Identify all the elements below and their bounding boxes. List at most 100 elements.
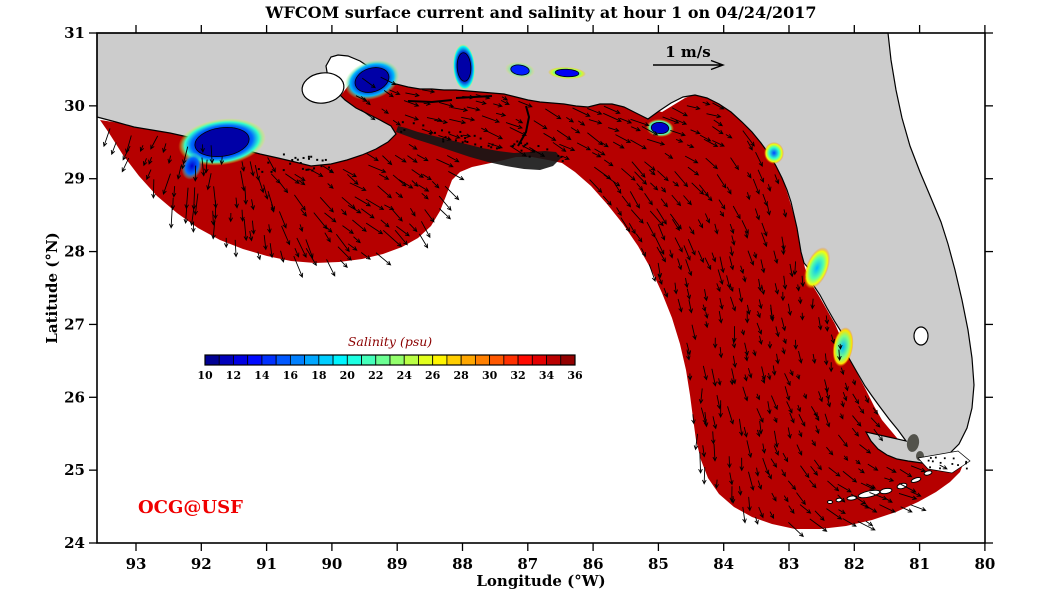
current-arrow (621, 168, 636, 181)
axes-layer: 93 92 91 90 89 88 87 86 85 84 83 82 81 80 24 25 26 27 28 29… (64, 24, 995, 573)
current-arrow (714, 223, 719, 235)
tampa-bay (803, 247, 831, 289)
current-arrow (858, 468, 865, 474)
current-arrow (796, 404, 802, 413)
current-arrow (634, 171, 648, 185)
current-arrow (781, 469, 786, 478)
lake-okeechobee (913, 326, 929, 346)
current-arrow (842, 470, 858, 483)
y-tick-label: 27 (64, 315, 85, 333)
colorbar-tick-label: 28 (453, 369, 469, 382)
current-arrow (515, 118, 524, 124)
current-arrow (796, 492, 806, 506)
current-arrow (754, 208, 761, 221)
marsh-speckle (526, 142, 529, 145)
marsh-speckle (464, 137, 467, 140)
current-arrow (233, 239, 239, 258)
current-arrow (789, 263, 794, 278)
current-arrow (641, 126, 659, 136)
current-arrow (570, 127, 581, 134)
current-arrow (270, 203, 275, 213)
florida-keys-island (846, 495, 858, 501)
current-arrow (657, 273, 663, 286)
current-arrow (648, 264, 657, 282)
lake-borgne-core-ellipse (354, 67, 390, 93)
current-arrow (347, 243, 358, 251)
marsh-speckle (440, 129, 443, 132)
marsh-speckle (480, 145, 483, 148)
marsh-speckle (257, 168, 260, 171)
current-arrow (761, 222, 768, 237)
current-arrow (746, 140, 753, 151)
marsh-speckle (444, 136, 447, 139)
current-arrow (462, 133, 472, 138)
lake-okeechobee-ellipse (913, 326, 929, 346)
current-arrow (711, 252, 717, 263)
marsh-speckle (320, 165, 323, 168)
current-arrow (784, 373, 791, 387)
current-arrow (691, 182, 705, 195)
current-arrow (824, 413, 831, 428)
colorbar-cell (204, 354, 220, 366)
florida-bay-islet (929, 457, 932, 459)
current-arrow (769, 307, 775, 322)
x-tick-label: 92 (191, 555, 212, 573)
salinity-field-layer (100, 68, 964, 529)
current-arrow (327, 183, 334, 189)
current-arrow (827, 480, 840, 492)
y-axis-label: Latitude (°N) (43, 232, 61, 343)
current-arrow (424, 209, 435, 223)
current-arrow (775, 326, 780, 338)
current-arrow (686, 105, 701, 111)
current-arrow (729, 246, 734, 257)
current-arrow (910, 491, 922, 497)
current-arrow (418, 233, 429, 249)
current-arrow (767, 184, 772, 192)
current-arrow (620, 217, 631, 233)
current-arrow (837, 349, 842, 362)
current-arrow (703, 138, 719, 147)
marsh-speckle (474, 143, 477, 146)
current-arrow (576, 142, 592, 151)
current-arrow (770, 458, 778, 468)
current-arrow (657, 170, 669, 182)
current-arrow (436, 158, 454, 168)
current-arrow (688, 299, 693, 314)
current-arrow (809, 479, 817, 489)
colorbar-cell (289, 354, 306, 366)
marsh-speckle (524, 143, 527, 146)
current-arrow (561, 155, 570, 160)
current-arrow (798, 430, 803, 438)
current-arrow (670, 130, 686, 137)
current-arrow (250, 199, 255, 211)
current-arrow (267, 157, 276, 173)
everglades-patch (906, 434, 920, 452)
current-arrow (421, 128, 434, 134)
apalachicola-bay-core-ellipse (650, 121, 670, 135)
marsh-speckle (429, 132, 432, 135)
y-tick-label: 29 (64, 170, 85, 188)
current-arrow (294, 173, 306, 181)
x-tick-label: 93 (126, 555, 147, 573)
marsh-speckle (302, 156, 305, 159)
current-arrow (243, 187, 248, 205)
current-arrow (629, 191, 640, 209)
current-arrow (206, 173, 212, 191)
current-arrow (787, 480, 797, 491)
current-arrow (641, 248, 646, 258)
current-arrow (713, 119, 724, 127)
current-arrow (697, 219, 704, 229)
current-arrow (438, 134, 452, 141)
marsh-speckle (459, 130, 462, 133)
current-arrow (747, 172, 752, 179)
current-arrow (322, 165, 335, 174)
current-arrow (422, 89, 436, 94)
current-arrow (781, 236, 786, 251)
current-arrow (705, 193, 713, 202)
current-arrow (150, 135, 159, 150)
current-arrow (324, 232, 331, 243)
current-arrow (687, 239, 696, 256)
current-arrow (434, 119, 449, 125)
marsh-speckle (412, 122, 415, 125)
current-arrow (686, 143, 695, 149)
